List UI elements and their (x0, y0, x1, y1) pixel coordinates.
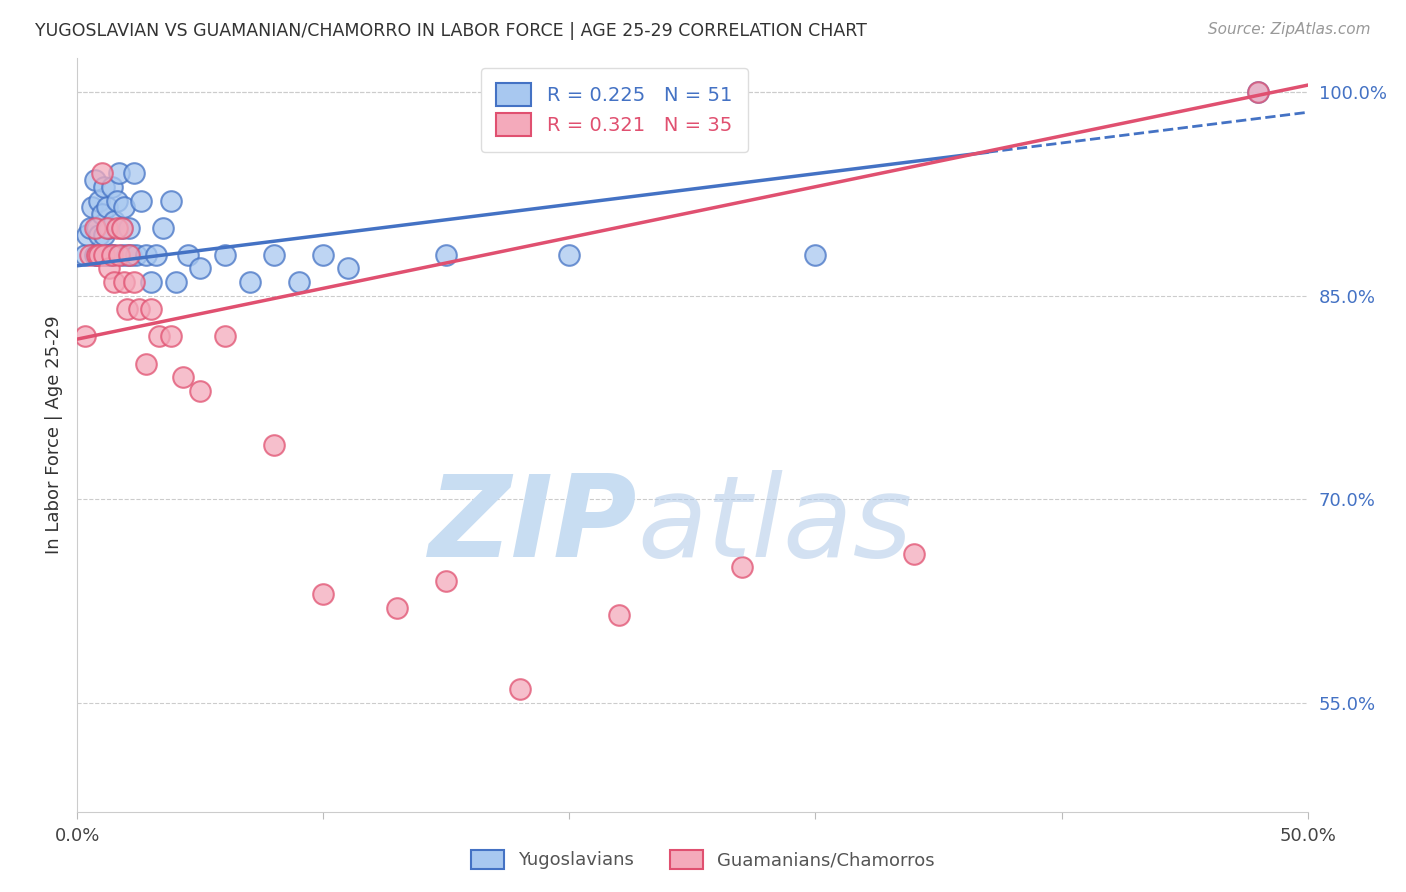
Point (103, 248, 125, 262)
Legend: R = 0.225   N = 51, R = 0.321   N = 35: R = 0.225 N = 51, R = 0.321 N = 35 (481, 68, 748, 152)
Point (93, 248, 115, 262)
Point (73, 329, 96, 343)
Point (145, 248, 167, 262)
Point (108, 166, 131, 180)
Point (105, 220, 128, 235)
Point (79, 220, 101, 235)
Point (111, 220, 132, 235)
Point (165, 275, 187, 289)
Point (93, 180, 115, 194)
Point (93, 227, 115, 242)
Point (108, 248, 131, 262)
Point (118, 248, 141, 262)
Point (115, 302, 138, 317)
Point (105, 194, 128, 208)
Point (214, 329, 236, 343)
Point (288, 275, 311, 289)
Point (125, 248, 148, 262)
Point (172, 370, 194, 384)
Point (83, 220, 105, 235)
Point (90, 166, 114, 180)
Point (152, 220, 174, 235)
Text: ZIP: ZIP (429, 470, 637, 581)
Point (98, 261, 121, 276)
Point (804, 248, 827, 262)
Point (190, 261, 212, 276)
Point (141, 302, 163, 317)
Point (73, 248, 96, 262)
Point (239, 275, 262, 289)
Point (122, 275, 145, 289)
Point (89, 227, 111, 242)
Point (96, 200, 118, 214)
Point (89, 194, 111, 208)
Point (90, 248, 114, 262)
Point (214, 248, 236, 262)
Point (263, 248, 285, 262)
Point (558, 248, 581, 262)
Point (263, 438, 285, 452)
Point (115, 248, 138, 262)
Point (312, 248, 335, 262)
Text: YUGOSLAVIAN VS GUAMANIAN/CHAMORRO IN LABOR FORCE | AGE 25-29 CORRELATION CHART: YUGOSLAVIAN VS GUAMANIAN/CHAMORRO IN LAB… (35, 22, 868, 40)
Point (160, 194, 183, 208)
Point (135, 357, 157, 371)
Point (118, 220, 141, 235)
Point (607, 607, 630, 622)
Point (112, 200, 135, 214)
Point (128, 302, 150, 317)
Point (86, 220, 108, 235)
Point (731, 560, 754, 574)
Legend: Yugoslavians, Guamanians/Chamorros: Yugoslavians, Guamanians/Chamorros (463, 841, 943, 879)
Point (98, 248, 121, 262)
Point (111, 220, 132, 235)
Point (90, 207, 114, 221)
Point (83, 173, 105, 187)
Point (103, 214, 125, 228)
Point (141, 275, 163, 289)
Point (1247, 85, 1270, 99)
Point (160, 329, 183, 343)
Point (122, 166, 145, 180)
Point (509, 682, 531, 697)
Y-axis label: In Labor Force | Age 25-29: In Labor Force | Age 25-29 (45, 316, 63, 554)
Point (177, 248, 200, 262)
Point (96, 248, 118, 262)
Point (82, 200, 104, 214)
Text: Source: ZipAtlas.com: Source: ZipAtlas.com (1208, 22, 1371, 37)
Point (148, 329, 170, 343)
Point (98, 220, 121, 235)
Point (436, 574, 458, 588)
Point (76, 227, 98, 242)
Point (79, 248, 101, 262)
Point (101, 248, 124, 262)
Point (101, 180, 124, 194)
Point (86, 248, 108, 262)
Point (89, 248, 111, 262)
Point (103, 275, 125, 289)
Point (83, 248, 105, 262)
Point (101, 248, 124, 262)
Point (312, 587, 335, 601)
Text: atlas: atlas (637, 470, 912, 581)
Point (96, 220, 118, 235)
Point (1247, 85, 1270, 99)
Point (121, 248, 143, 262)
Point (112, 275, 135, 289)
Point (903, 547, 925, 561)
Point (190, 384, 212, 398)
Point (337, 261, 360, 276)
Point (86, 248, 108, 262)
Point (111, 248, 132, 262)
Point (387, 601, 409, 615)
Point (131, 194, 153, 208)
Point (135, 248, 157, 262)
Point (436, 248, 458, 262)
